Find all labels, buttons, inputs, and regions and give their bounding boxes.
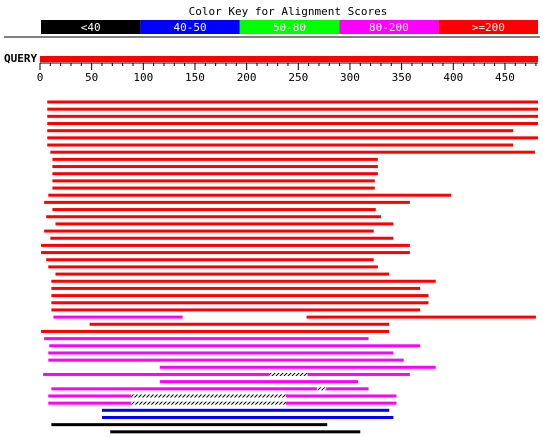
tick-label: 250 [288, 71, 308, 84]
hit-bar [47, 136, 539, 140]
hit-bar [52, 186, 375, 190]
legend-swatch [438, 20, 538, 34]
legend-swatch [339, 20, 439, 34]
legend-swatch [239, 20, 340, 34]
hit-bar [89, 322, 390, 326]
hit-bar [47, 129, 514, 133]
hit-bar [307, 372, 410, 376]
query-bar [40, 56, 538, 62]
hit-bar [51, 301, 429, 305]
hit-bar [51, 423, 328, 427]
tick-label: 350 [392, 71, 412, 84]
chart-title: Color Key for Alignment Scores [189, 5, 388, 18]
hit-bar [43, 372, 270, 376]
query-label: QUERY [4, 52, 37, 65]
hit-bar [47, 122, 539, 126]
hit-bar [50, 236, 394, 240]
hit-bar [101, 408, 390, 412]
hit-bar [159, 380, 359, 384]
tick-label: 450 [495, 71, 515, 84]
x-axis: 0 50 100 150 200 250 300 350 400 450 [37, 62, 538, 84]
hit-bar [48, 351, 394, 355]
hit-bar [51, 294, 429, 298]
hit-bar [41, 329, 390, 333]
hit-bar [48, 265, 378, 269]
hit-bar [52, 157, 378, 161]
hit-bar [285, 394, 397, 398]
legend-label: <40 [81, 21, 101, 34]
hit-bar [51, 286, 421, 290]
hit-bar [47, 114, 539, 118]
legend-label: 40-50 [174, 21, 207, 34]
hit-bar [47, 107, 539, 111]
tick-label: 400 [443, 71, 463, 84]
hit-bar [55, 222, 394, 226]
hit-bar [52, 208, 376, 212]
hit-bar [48, 394, 131, 398]
hit-bar [47, 100, 539, 104]
hit-bar [46, 215, 381, 219]
tick-label: 0 [37, 71, 44, 84]
tick-label: 50 [85, 71, 98, 84]
hit-bar [269, 372, 308, 376]
hit-bar [110, 430, 361, 434]
legend-label: 80-200 [369, 21, 409, 34]
hit-bar [44, 337, 369, 341]
hit-bar [306, 315, 536, 319]
tick-label: 100 [133, 71, 153, 84]
hit-bar [41, 251, 410, 255]
hit-bar [51, 387, 317, 391]
hit-bar [101, 415, 394, 419]
tick-label: 150 [185, 71, 205, 84]
hit-bar [44, 229, 374, 233]
hit-bar [130, 401, 286, 405]
legend-swatch [140, 20, 240, 34]
tick-label: 300 [340, 71, 360, 84]
hit-bar [52, 172, 378, 176]
hit-bar [49, 344, 421, 348]
hit-bar [52, 179, 375, 183]
legend-swatch [41, 20, 141, 34]
alignment-hits [41, 100, 539, 434]
hit-bar [47, 143, 514, 147]
color-key-legend: <40 40-50 50-80 80-200 >=200 [41, 20, 538, 34]
hit-bar [326, 387, 369, 391]
hit-bar [46, 258, 374, 262]
hit-bar [159, 365, 436, 369]
hit-bar [48, 358, 404, 362]
hit-bar [48, 401, 131, 405]
hit-bar [53, 315, 183, 319]
tick-label: 200 [237, 71, 257, 84]
hit-bar [51, 308, 421, 312]
hit-bar [316, 387, 327, 391]
hit-bar [285, 401, 397, 405]
hit-bar [51, 279, 436, 283]
legend-label: >=200 [472, 21, 505, 34]
hit-bar [48, 193, 452, 197]
legend-label: 50-80 [273, 21, 306, 34]
hit-bar [130, 394, 286, 398]
hit-bar [50, 150, 535, 154]
hit-bar [44, 200, 410, 204]
hit-bar [41, 243, 410, 247]
hit-bar [55, 272, 390, 276]
hit-bar [52, 165, 378, 169]
